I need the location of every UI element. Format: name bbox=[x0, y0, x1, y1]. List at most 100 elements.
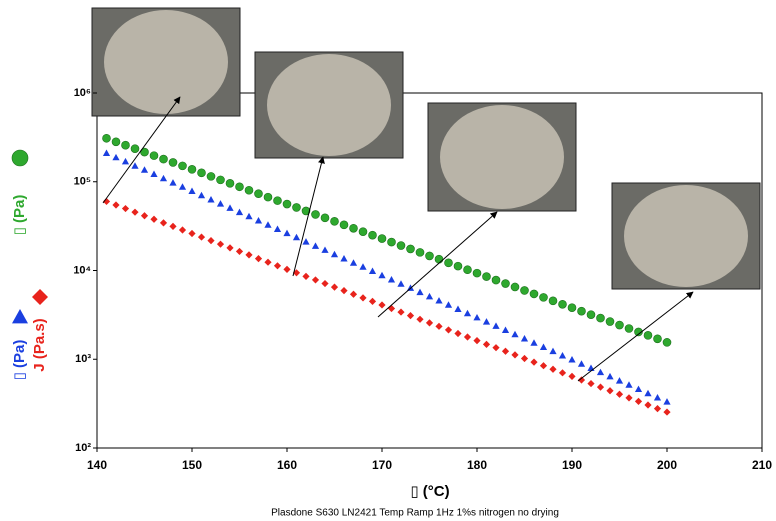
photo-detail bbox=[104, 10, 228, 114]
point bbox=[197, 191, 206, 199]
point bbox=[340, 287, 348, 295]
point bbox=[653, 334, 662, 344]
point bbox=[492, 344, 500, 352]
point bbox=[416, 315, 424, 323]
point bbox=[463, 265, 472, 275]
point bbox=[349, 259, 358, 266]
point bbox=[226, 244, 234, 252]
point bbox=[302, 272, 310, 280]
point bbox=[131, 162, 139, 169]
point bbox=[615, 377, 624, 384]
point bbox=[254, 255, 263, 263]
point bbox=[501, 326, 510, 333]
x-tick-label: 200 bbox=[657, 458, 677, 472]
point bbox=[169, 222, 177, 230]
point bbox=[244, 185, 254, 195]
y-tick-label: 10³ bbox=[75, 353, 91, 365]
series-symbol bbox=[32, 289, 48, 305]
point bbox=[235, 247, 244, 256]
point bbox=[606, 372, 614, 380]
point bbox=[178, 226, 187, 234]
point bbox=[548, 296, 558, 306]
y-tick-label: 10² bbox=[75, 442, 91, 454]
point bbox=[140, 212, 149, 220]
point bbox=[273, 262, 282, 270]
point bbox=[206, 172, 216, 181]
point bbox=[102, 197, 111, 206]
x-tick-label: 180 bbox=[467, 458, 487, 472]
point bbox=[111, 137, 121, 147]
point bbox=[226, 204, 234, 211]
point bbox=[482, 318, 491, 325]
point bbox=[662, 338, 672, 347]
point bbox=[359, 263, 367, 270]
point bbox=[634, 327, 643, 337]
point bbox=[140, 166, 149, 173]
point bbox=[615, 320, 624, 330]
point bbox=[159, 219, 168, 227]
point bbox=[625, 381, 633, 388]
y-tick-label: 10⁶ bbox=[74, 87, 91, 99]
point bbox=[567, 303, 577, 312]
series-label: ▯ (Pa) bbox=[11, 195, 28, 236]
point bbox=[587, 379, 595, 388]
point bbox=[301, 206, 311, 216]
point bbox=[625, 394, 633, 402]
point bbox=[425, 292, 434, 300]
point bbox=[473, 337, 481, 345]
point bbox=[349, 223, 358, 233]
point bbox=[150, 215, 158, 223]
point bbox=[586, 310, 596, 319]
point bbox=[377, 234, 387, 243]
point bbox=[472, 268, 482, 278]
point bbox=[320, 213, 330, 223]
point bbox=[530, 339, 538, 346]
point bbox=[159, 174, 168, 182]
x-tick-label: 140 bbox=[87, 458, 107, 472]
point bbox=[406, 312, 415, 320]
point bbox=[501, 347, 510, 355]
point bbox=[549, 365, 557, 373]
point bbox=[558, 300, 567, 309]
point bbox=[283, 229, 291, 237]
point bbox=[207, 195, 215, 203]
point bbox=[434, 254, 444, 264]
series-symbol bbox=[12, 309, 28, 324]
point bbox=[663, 398, 671, 405]
point bbox=[292, 203, 301, 212]
point bbox=[121, 140, 130, 150]
point bbox=[453, 261, 463, 271]
point bbox=[112, 201, 120, 209]
point bbox=[454, 305, 462, 313]
point bbox=[254, 216, 263, 224]
x-tick-label: 210 bbox=[752, 458, 772, 472]
point bbox=[491, 275, 501, 285]
point bbox=[596, 313, 605, 323]
point bbox=[387, 237, 396, 247]
point bbox=[615, 390, 624, 398]
y-tick-label: 10⁵ bbox=[74, 176, 91, 188]
point bbox=[577, 306, 586, 316]
point bbox=[282, 199, 292, 209]
point bbox=[454, 329, 462, 338]
point bbox=[415, 248, 425, 257]
point bbox=[349, 290, 358, 298]
point bbox=[643, 331, 653, 340]
point bbox=[169, 179, 177, 186]
point bbox=[368, 297, 377, 305]
point bbox=[264, 221, 272, 228]
point bbox=[178, 161, 187, 171]
point bbox=[225, 179, 235, 188]
point bbox=[302, 238, 310, 245]
arrows bbox=[102, 96, 694, 382]
point bbox=[188, 187, 196, 195]
point bbox=[558, 369, 567, 377]
point bbox=[121, 157, 130, 165]
point bbox=[624, 324, 634, 333]
point bbox=[149, 151, 159, 160]
point bbox=[596, 368, 605, 376]
point bbox=[663, 408, 671, 416]
x-tick-label: 150 bbox=[182, 458, 202, 472]
point bbox=[653, 404, 662, 413]
series-label: J (Pa.s) bbox=[31, 318, 48, 371]
